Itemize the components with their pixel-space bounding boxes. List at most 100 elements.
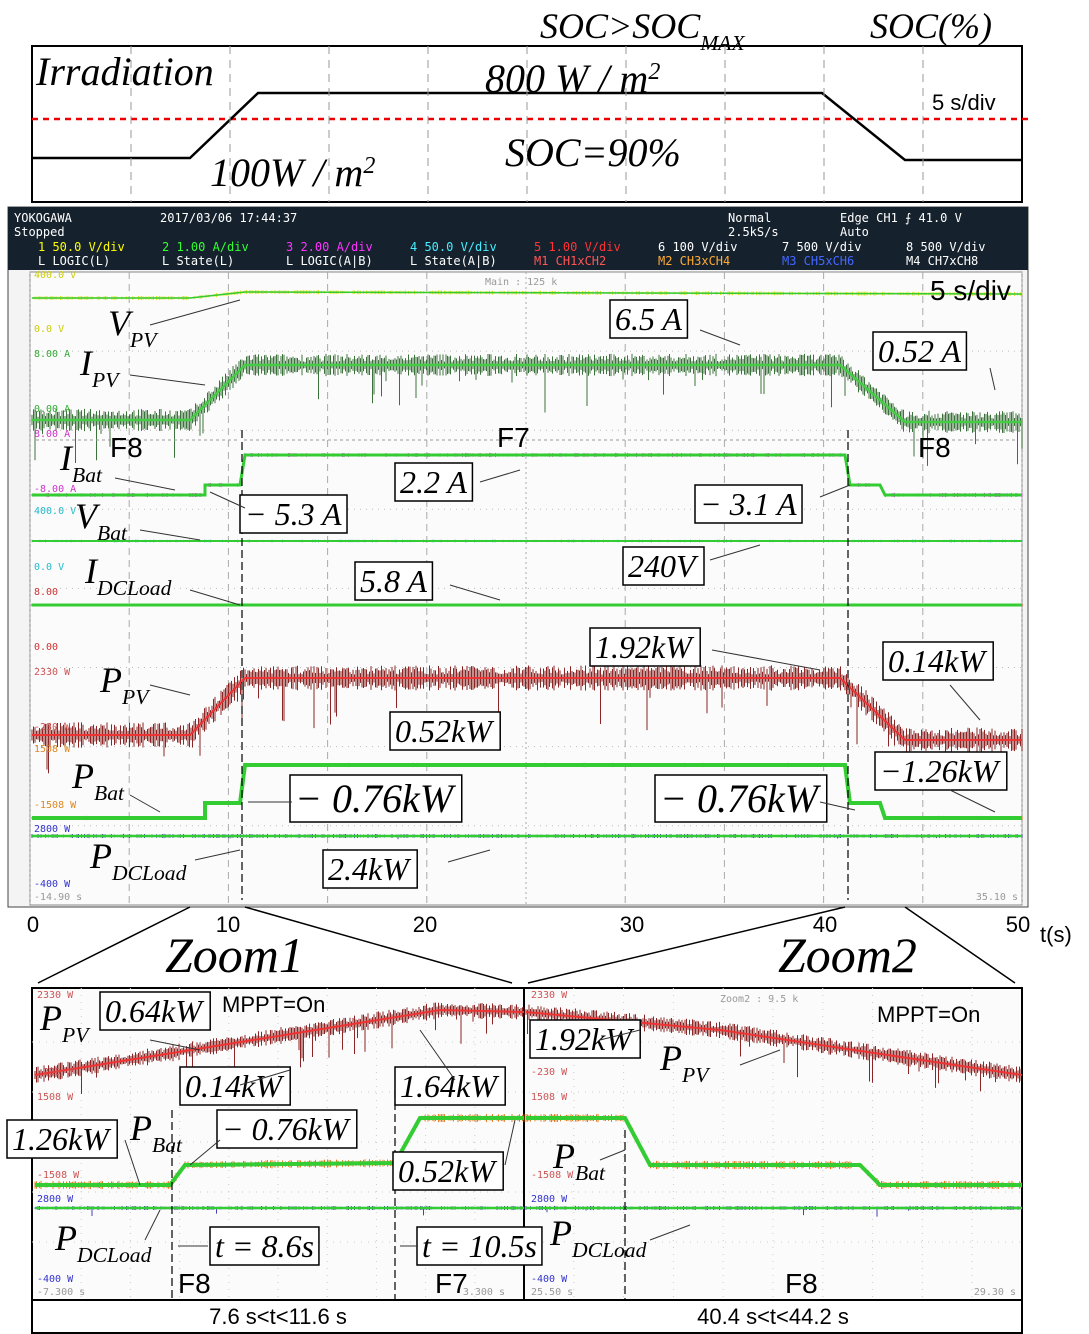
label: 2.5kS/s [728,225,779,239]
label: 10 [216,912,240,937]
label: 25.50 s [531,1287,573,1298]
label: 2800 W [37,1194,74,1205]
label: 5.8 A [360,563,427,599]
label: SOC(%) [870,6,992,46]
arrow [711,649,821,671]
label: SOC=90% [505,130,681,175]
label-box [882,641,994,681]
label: -400 W [531,1274,568,1285]
label-sub: PV [61,1023,91,1047]
label: 1.64kW [400,1068,500,1104]
zoom-guides [37,906,1016,984]
label: 800 W / m2 [485,56,660,101]
label-box [609,299,689,339]
arrow [189,589,241,606]
label-main: 100W / m [210,150,363,195]
z1-p-pv [34,1008,525,1076]
label: 0.0 V [34,562,64,573]
v-pv [32,291,1023,299]
label: 0.52 A [878,333,961,369]
label: L State(A|B) [410,254,497,268]
label: − 5.3 A [245,496,342,532]
label-sub: Bat [94,781,125,805]
z2-p-bat [526,1116,1022,1187]
label: 5 1.00 V/div [534,240,621,254]
label: F8 [178,1268,211,1299]
label: 29.30 s [974,1287,1016,1298]
label: 2800 W [531,1194,568,1205]
label: M1 CH1xCH2 [534,254,606,268]
label-main: 800 W / m [485,56,648,101]
label: 0.64kW [105,993,205,1029]
arrow [129,374,206,386]
label: 0.52kW [395,713,495,749]
label: t = 10.5s [422,1228,537,1264]
label-sub: Bat [152,1133,183,1157]
label: 2800 W [34,824,71,835]
label: L LOGIC(A|B) [286,254,373,268]
arrow [149,684,191,696]
label-box [99,991,211,1031]
label: PDCLoad [54,1218,152,1267]
label: 6 100 V/div [658,240,737,254]
label-box [622,546,705,586]
label: Irradiation [35,49,214,94]
label-sub: DCLoad [111,861,187,885]
label: 6.5 A [615,301,682,337]
label: 1.92kW [535,1021,635,1057]
label: Zoom2 : 9.5 k [720,994,798,1005]
label: F7 [497,422,530,453]
label: -1508 W [37,1170,80,1181]
label: − 3.1 A [700,486,797,522]
arrow [649,1224,691,1241]
label: 7.6 s<t<11.6 s [209,1304,347,1329]
label-sub: DCLoad [76,1243,152,1267]
label: 8 500 V/div [906,240,985,254]
scope-header [8,207,1028,270]
label: 8.00 A [34,429,70,440]
label-main: P [659,1038,682,1078]
arrow [819,484,851,498]
label-box [354,561,434,601]
label: 400.0 V [34,506,76,517]
arrow [709,544,761,561]
label: F8 [785,1268,818,1299]
label: t(s) [1040,922,1072,947]
label: 5 s/div [930,275,1011,306]
label: − 0.76kW [660,776,822,821]
label-sub: PV [129,328,159,352]
label: 35.10 s [976,892,1018,903]
arrow [819,801,856,811]
p-pv [32,677,1022,741]
label: -400 W [34,879,71,890]
p-bat [32,763,1022,820]
label: YOKOGAWA [14,211,73,225]
label: L State(L) [162,254,234,268]
label: 7 500 V/div [782,240,861,254]
label: IPV [79,343,121,392]
label: PDCLoad [89,836,187,885]
arrow [144,1209,161,1241]
label: 40.4 s<t<44.2 s [697,1304,849,1329]
zoom-guide [37,906,191,984]
label: − 0.76kW [295,776,457,821]
label: 3.300 s [463,1287,505,1298]
label: 1.26kW [12,1121,112,1157]
label: 20 [413,912,437,937]
label: -1508 W [531,1170,574,1181]
label-main: I [59,438,74,478]
label: F8 [918,432,951,463]
label: 5 s/div [932,90,996,115]
label: -230 W [34,722,71,733]
label: 8.00 A [34,349,70,360]
label: PBat [71,756,125,805]
label-box [216,1109,358,1149]
label: M2 CH3xCH4 [658,254,730,268]
arrow [189,1139,221,1166]
label: F8 [110,432,143,463]
label: 0.0 V [34,324,64,335]
label: PBat [552,1136,606,1185]
label-main: P [549,1213,572,1253]
label: MPPT=On [877,1002,980,1027]
